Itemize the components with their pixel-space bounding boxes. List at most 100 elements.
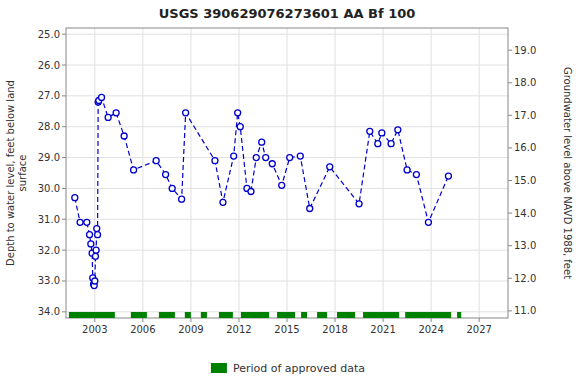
title: USGS 390629076273601 AA Bf 100 — [159, 6, 416, 21]
y-axis-label: Depth to water level, feet below landsur… — [5, 80, 28, 266]
series-marker — [237, 124, 243, 130]
grid-line-x — [287, 28, 288, 318]
grid-line-y — [66, 126, 508, 127]
series-marker — [163, 172, 169, 178]
series-marker — [94, 226, 100, 232]
y-tick-label: 34.0 — [38, 306, 60, 317]
approved-period — [405, 312, 451, 318]
x-tick-label: 2027 — [466, 324, 491, 335]
y-tick — [62, 250, 66, 251]
series-marker — [395, 127, 401, 133]
series-marker — [379, 130, 385, 136]
series-marker — [404, 167, 410, 173]
y-tick — [62, 65, 66, 66]
chart: 20032006200920122015201820212024202725.0… — [0, 0, 576, 384]
series-marker — [92, 278, 98, 284]
series-marker — [231, 153, 237, 159]
series-marker — [92, 253, 98, 259]
approved-period — [69, 312, 115, 318]
x-tick — [142, 318, 143, 322]
series-marker — [77, 219, 83, 225]
x-tick-label: 2015 — [274, 324, 299, 335]
y-axis-label-line: Depth to water level, feet below land — [5, 80, 16, 266]
series-marker — [259, 139, 265, 145]
y-axis-label-line: surface — [17, 155, 28, 192]
series-marker — [220, 199, 226, 205]
grid-line-x — [190, 28, 191, 318]
grid-line-x — [335, 28, 336, 318]
legend: Period of approved data — [211, 362, 365, 375]
series-marker — [121, 133, 127, 139]
series-marker — [248, 189, 254, 195]
y-tick — [62, 188, 66, 189]
y2-tick-label: 16.0 — [514, 142, 536, 153]
series-marker — [72, 195, 78, 201]
series-marker — [169, 185, 175, 191]
series-marker — [153, 158, 159, 164]
series-marker — [93, 247, 99, 253]
series-marker — [388, 141, 394, 147]
y-tick — [62, 34, 66, 35]
series-marker — [425, 219, 431, 225]
y2-tick-label: 13.0 — [514, 240, 536, 251]
y-tick-label: 28.0 — [38, 121, 60, 132]
approved-period — [363, 312, 399, 318]
legend-swatch — [211, 363, 227, 373]
y-tick — [62, 280, 66, 281]
series-marker — [297, 153, 303, 159]
y-tick-label: 31.0 — [38, 214, 60, 225]
series-marker — [105, 114, 111, 120]
y2-tick — [508, 82, 512, 83]
y-tick-label: 26.0 — [38, 60, 60, 71]
series-marker — [95, 232, 101, 238]
x-tick-label: 2021 — [370, 324, 395, 335]
series-marker — [88, 241, 94, 247]
series-marker — [279, 182, 285, 188]
grid-line-y — [66, 65, 508, 66]
series-marker — [413, 172, 419, 178]
grid-line-y — [66, 280, 508, 281]
approved-period — [337, 312, 355, 318]
y-tick-label: 25.0 — [38, 29, 60, 40]
legend-label: Period of approved data — [233, 362, 365, 375]
y2-tick — [508, 310, 512, 311]
y-tick — [62, 219, 66, 220]
x-tick — [431, 318, 432, 322]
y-tick — [62, 95, 66, 96]
series-marker — [179, 196, 185, 202]
y-tick-label: 33.0 — [38, 275, 60, 286]
y-tick — [62, 311, 66, 312]
y2-tick — [508, 147, 512, 148]
y-tick-label: 29.0 — [38, 152, 60, 163]
approved-period — [317, 312, 327, 318]
x-tick — [383, 318, 384, 322]
y-tick-label: 32.0 — [38, 245, 60, 256]
approved-period — [277, 312, 295, 318]
x-tick — [287, 318, 288, 322]
grid-line-x — [431, 28, 432, 318]
x-tick — [479, 318, 480, 322]
y-tick-label: 30.0 — [38, 183, 60, 194]
series-marker — [287, 155, 293, 161]
grid — [66, 28, 508, 318]
y2-tick-label: 15.0 — [514, 175, 536, 186]
grid-line-x — [479, 28, 480, 318]
approved-period — [131, 312, 147, 318]
x-tick — [190, 318, 191, 322]
x-tick-label: 2003 — [82, 324, 107, 335]
series-marker — [445, 173, 451, 179]
series-marker — [356, 201, 362, 207]
y-tick-label: 27.0 — [38, 90, 60, 101]
series-marker — [269, 161, 275, 167]
grid-line-x — [142, 28, 143, 318]
series-marker — [375, 141, 381, 147]
series-marker — [84, 219, 90, 225]
approved-period — [301, 312, 307, 318]
axes: 20032006200920122015201820212024202725.0… — [38, 29, 537, 335]
series-marker — [253, 155, 259, 161]
x-tick-label: 2009 — [178, 324, 203, 335]
y2-tick-label: 11.0 — [514, 305, 536, 316]
grid-line-y — [66, 250, 508, 251]
y-tick — [62, 126, 66, 127]
series-marker — [235, 110, 241, 116]
